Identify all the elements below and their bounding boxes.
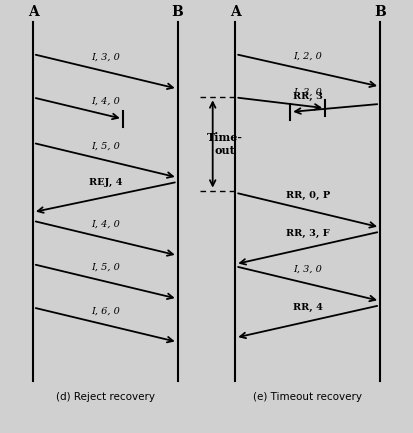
- Text: REJ, 4: REJ, 4: [88, 178, 122, 187]
- Text: A: A: [28, 6, 38, 19]
- Text: I, 5, 0: I, 5, 0: [91, 263, 120, 272]
- Text: I, 6, 0: I, 6, 0: [91, 306, 120, 315]
- Text: B: B: [172, 6, 183, 19]
- Text: I, 3, 0: I, 3, 0: [293, 87, 322, 97]
- Text: B: B: [374, 6, 386, 19]
- Text: I, 3, 0: I, 3, 0: [91, 53, 120, 62]
- Text: A: A: [230, 6, 241, 19]
- Text: I, 2, 0: I, 2, 0: [293, 52, 322, 61]
- Text: Time-
out: Time- out: [207, 132, 243, 156]
- Text: RR, 3, F: RR, 3, F: [286, 229, 330, 238]
- Text: I, 3, 0: I, 3, 0: [293, 265, 322, 274]
- Text: RR, 0, P: RR, 0, P: [285, 191, 330, 200]
- Text: I, 4, 0: I, 4, 0: [91, 220, 120, 229]
- Text: (d) Reject recovery: (d) Reject recovery: [56, 392, 155, 402]
- Text: RR, 4: RR, 4: [293, 303, 323, 312]
- Text: I, 4, 0: I, 4, 0: [91, 96, 120, 105]
- Text: RR, 3: RR, 3: [293, 92, 323, 101]
- Text: I, 5, 0: I, 5, 0: [91, 142, 120, 151]
- Text: (e) Timeout recovery: (e) Timeout recovery: [253, 392, 362, 402]
